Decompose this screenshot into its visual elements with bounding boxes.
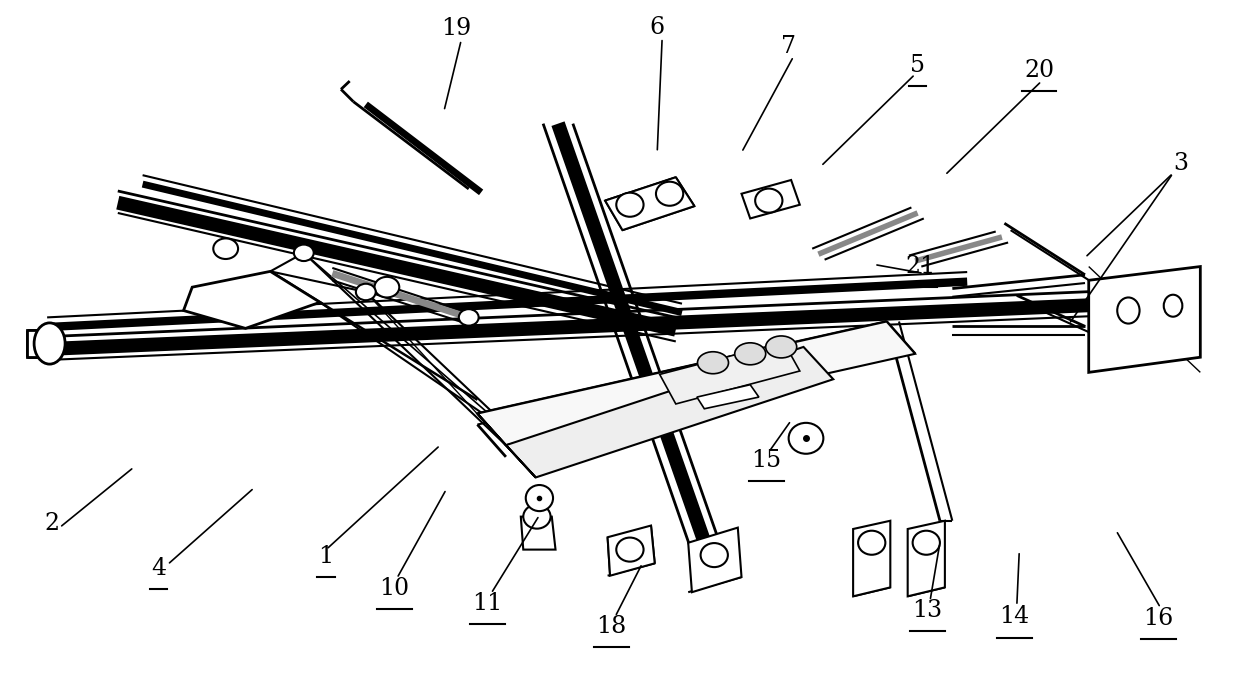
Polygon shape — [477, 414, 536, 477]
Polygon shape — [660, 342, 800, 404]
Text: 21: 21 — [905, 255, 935, 278]
Text: 2: 2 — [45, 512, 60, 535]
Ellipse shape — [356, 284, 376, 300]
Ellipse shape — [697, 352, 729, 374]
Text: 15: 15 — [751, 449, 781, 472]
Ellipse shape — [789, 423, 823, 454]
Text: 14: 14 — [999, 605, 1029, 629]
Text: 18: 18 — [596, 615, 626, 638]
Ellipse shape — [656, 182, 683, 206]
Polygon shape — [697, 385, 759, 409]
Text: 13: 13 — [913, 598, 942, 622]
Polygon shape — [853, 521, 890, 596]
Ellipse shape — [459, 309, 479, 326]
Polygon shape — [506, 347, 833, 477]
Polygon shape — [477, 322, 915, 445]
Ellipse shape — [213, 238, 238, 259]
Text: 10: 10 — [379, 576, 409, 600]
Ellipse shape — [858, 530, 885, 555]
Ellipse shape — [766, 336, 797, 358]
Polygon shape — [688, 528, 742, 592]
Ellipse shape — [33, 323, 64, 364]
Ellipse shape — [913, 530, 940, 555]
Polygon shape — [608, 526, 655, 576]
Polygon shape — [908, 521, 945, 596]
Ellipse shape — [526, 485, 553, 511]
Text: 7: 7 — [781, 35, 796, 58]
Ellipse shape — [1163, 295, 1182, 317]
Text: 11: 11 — [472, 592, 502, 615]
Ellipse shape — [294, 245, 314, 261]
Text: 4: 4 — [151, 557, 166, 581]
Ellipse shape — [734, 343, 765, 365]
Text: 20: 20 — [1024, 58, 1054, 82]
Ellipse shape — [616, 193, 644, 217]
Text: 16: 16 — [1143, 607, 1173, 630]
Text: 3: 3 — [1173, 152, 1188, 175]
Polygon shape — [605, 177, 694, 230]
Text: 1: 1 — [319, 545, 334, 568]
Ellipse shape — [374, 277, 399, 297]
Polygon shape — [184, 271, 320, 328]
Ellipse shape — [1117, 297, 1140, 324]
Polygon shape — [1089, 267, 1200, 372]
Text: 6: 6 — [650, 16, 665, 39]
Ellipse shape — [616, 537, 644, 562]
Polygon shape — [521, 517, 556, 550]
Text: 5: 5 — [910, 54, 925, 77]
Text: 19: 19 — [441, 17, 471, 41]
Ellipse shape — [523, 504, 551, 529]
Polygon shape — [742, 180, 800, 218]
Ellipse shape — [701, 543, 728, 567]
FancyBboxPatch shape — [27, 330, 55, 357]
Ellipse shape — [755, 188, 782, 213]
